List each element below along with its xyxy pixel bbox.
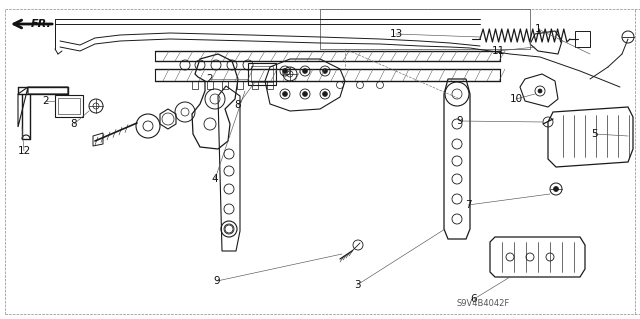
Text: S9V4B4042F: S9V4B4042F: [456, 299, 510, 308]
Bar: [192, 81, 198, 89]
Text: 13: 13: [389, 29, 403, 39]
Text: 12: 12: [17, 146, 31, 156]
Circle shape: [282, 92, 287, 97]
Bar: [58, 98, 80, 114]
Text: 5: 5: [592, 129, 598, 139]
Bar: [248, 63, 276, 85]
Circle shape: [303, 69, 307, 73]
Text: 2: 2: [43, 96, 49, 106]
Text: 7: 7: [465, 200, 471, 210]
Text: 9: 9: [214, 276, 220, 286]
Text: 11: 11: [492, 46, 504, 56]
Text: 10: 10: [509, 94, 523, 104]
Bar: [207, 81, 213, 89]
Circle shape: [282, 69, 287, 73]
Circle shape: [538, 89, 542, 93]
Circle shape: [323, 92, 328, 97]
Circle shape: [554, 187, 559, 191]
Circle shape: [323, 69, 328, 73]
Text: 9: 9: [457, 116, 463, 126]
Text: 3: 3: [354, 280, 360, 290]
Bar: [251, 66, 273, 82]
Text: 2: 2: [207, 74, 213, 84]
Bar: [575, 31, 590, 47]
Bar: [237, 81, 243, 89]
Bar: [55, 95, 83, 117]
Text: 4: 4: [212, 174, 218, 184]
Bar: [222, 81, 228, 89]
Bar: [252, 81, 258, 89]
Text: 8: 8: [70, 119, 77, 129]
Text: FR.: FR.: [31, 19, 52, 29]
Bar: [267, 81, 273, 89]
Text: 1: 1: [534, 24, 541, 34]
Circle shape: [303, 92, 307, 97]
Text: 8: 8: [235, 100, 241, 110]
Text: 6: 6: [470, 294, 477, 304]
